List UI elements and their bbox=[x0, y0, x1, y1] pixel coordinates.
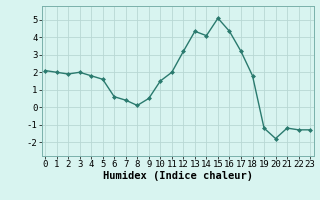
X-axis label: Humidex (Indice chaleur): Humidex (Indice chaleur) bbox=[103, 171, 252, 181]
